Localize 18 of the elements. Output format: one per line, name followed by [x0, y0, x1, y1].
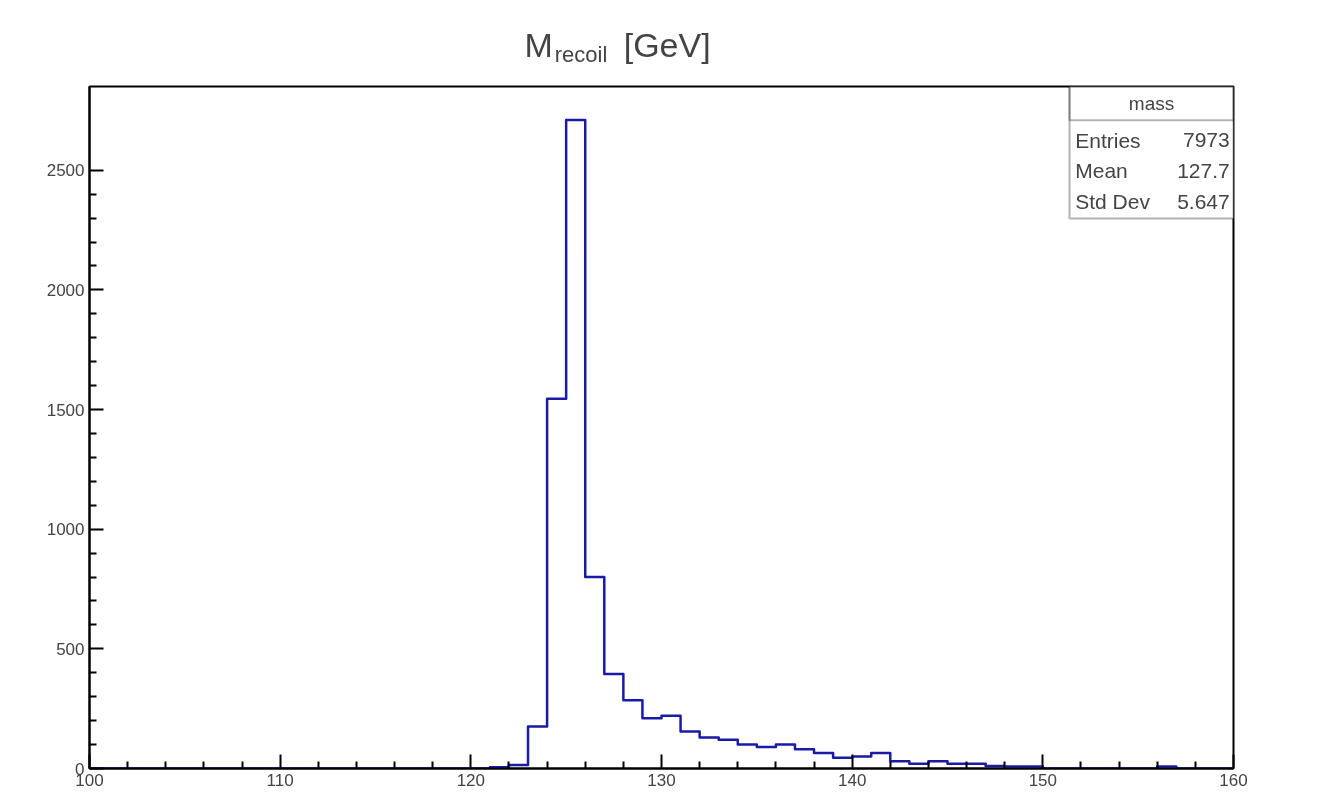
annotation: Entries — [1075, 128, 1141, 152]
y-tick-label: 1000 — [46, 520, 85, 540]
y-tick-label: 1500 — [46, 400, 85, 420]
annotation: Std Dev — [1075, 190, 1151, 214]
annotation: Mean — [1075, 159, 1128, 183]
x-tick-label: 130 — [647, 770, 676, 790]
x-tick-label: 160 — [1219, 770, 1248, 790]
x-tick-label: 150 — [1028, 770, 1058, 790]
x-tick-label: 120 — [456, 770, 486, 790]
y-tick-label: 2500 — [46, 161, 85, 181]
annotation: 7973 — [1182, 128, 1230, 152]
annotation: 127.7 — [1177, 158, 1230, 182]
y-tick-label: 2000 — [46, 280, 85, 300]
annotation: 5.647 — [1177, 189, 1230, 213]
annotation: mass — [1128, 92, 1175, 114]
y-tick-label: 500 — [56, 639, 85, 659]
x-tick-label: 110 — [266, 770, 294, 790]
x-tick-label: 140 — [837, 770, 867, 790]
